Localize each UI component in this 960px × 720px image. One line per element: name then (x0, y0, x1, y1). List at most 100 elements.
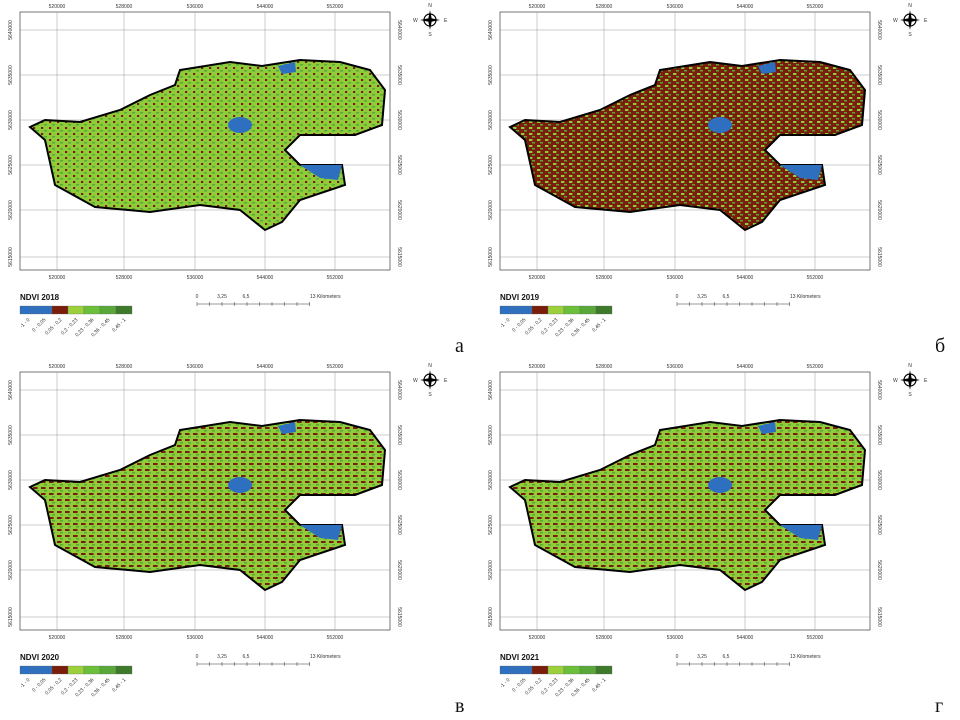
legend-swatch (68, 666, 84, 674)
legend-swatch (68, 306, 84, 314)
y-coord-label: 5615000 (876, 607, 882, 627)
y-coord-label: 5615000 (8, 607, 14, 627)
y-coord-label: 5635000 (488, 425, 494, 445)
y-coord-label: 5630000 (876, 110, 882, 130)
y-coord-label: 5625000 (488, 155, 494, 175)
north-label: N (908, 3, 912, 9)
y-coord-label: 5615000 (488, 607, 494, 627)
legend-swatch (116, 666, 132, 674)
legend-swatch (532, 306, 548, 314)
y-coord-label: 5635000 (396, 425, 402, 445)
legend-swatch (100, 306, 116, 314)
x-coord-label: 536000 (667, 635, 684, 641)
x-coord-label: 536000 (187, 635, 204, 641)
y-coord-label: 5620000 (8, 560, 14, 580)
panel-letter: г (935, 695, 943, 717)
legend-swatch (564, 666, 580, 674)
x-coord-label: 536000 (667, 364, 684, 370)
y-coord-label: 5630000 (8, 470, 14, 490)
x-coord-label: 552000 (327, 275, 344, 281)
x-coord-label: 552000 (807, 635, 824, 641)
legend-swatch (596, 306, 612, 314)
x-coord-label: 520000 (49, 4, 66, 10)
y-coord-label: 5615000 (8, 247, 14, 267)
y-coord-label: 5620000 (876, 560, 882, 580)
scale-label: 0 (676, 654, 679, 660)
legend-label: 0,45 - 1 (591, 317, 607, 333)
y-coord-label: 5620000 (488, 560, 494, 580)
scale-label: 13 Kilometers (310, 654, 341, 660)
y-coord-label: 5625000 (876, 515, 882, 535)
x-coord-label: 520000 (529, 635, 546, 641)
north-label: S (428, 32, 432, 38)
legend-label: -1 - 0 (19, 677, 32, 690)
x-coord-label: 544000 (737, 275, 754, 281)
scale-label: 13 Kilometers (310, 294, 341, 300)
x-coord-label: 528000 (596, 4, 613, 10)
x-coord-label: 520000 (49, 364, 66, 370)
panel-title: NDVI 2018 (20, 293, 60, 302)
panel-title: NDVI 2019 (500, 293, 540, 302)
legend-swatch (532, 666, 548, 674)
legend-label: 0,45 - 1 (591, 677, 607, 693)
map-panel: 5200005200005280005280005360005360005440… (480, 360, 960, 720)
figure: 520000 520000 528000 528000 536000 536000 5440… (0, 0, 960, 720)
y-coord-label: 5640000 (876, 380, 882, 400)
north-label: E (924, 18, 928, 24)
scale-label: 6,5 (723, 294, 730, 300)
legend-label: 0,45 - 1 (111, 677, 127, 693)
scale-label: 0 (196, 654, 199, 660)
scale-label: 13 Kilometers (790, 294, 821, 300)
lake (708, 117, 732, 133)
north-label: S (908, 392, 912, 398)
north-label: N (428, 363, 432, 369)
y-coord-label: 5620000 (396, 560, 402, 580)
north-label: W (413, 18, 418, 24)
scale-label: 3,25 (697, 294, 707, 300)
y-coord-label: 5630000 (876, 470, 882, 490)
x-coord-label: 528000 (596, 635, 613, 641)
panel-letter: а (455, 335, 464, 357)
x-coord-label: 552000 (327, 4, 344, 10)
map-panel: 5200005200005280005280005360005360005440… (0, 360, 480, 720)
y-coord-label: 5625000 (876, 155, 882, 175)
x-coord-label: 520000 (49, 635, 66, 641)
y-coord-label: 5635000 (396, 65, 402, 85)
y-coord-label: 5635000 (876, 65, 882, 85)
x-coord-label: 520000 (529, 275, 546, 281)
legend-swatch (84, 306, 100, 314)
legend-swatch (36, 666, 52, 674)
scale-label: 6,5 (723, 654, 730, 660)
y-coord-label: 5640000 (8, 20, 14, 40)
y-coord-label: 5620000 (396, 200, 402, 220)
north-label: E (444, 18, 448, 24)
y-coord-label: 5630000 (8, 110, 14, 130)
map-panel: 5200005200005280005280005360005360005440… (480, 0, 960, 360)
legend-swatch (20, 306, 36, 314)
legend-swatch (516, 306, 532, 314)
legend-swatch (500, 666, 516, 674)
x-coord-label: 544000 (257, 635, 274, 641)
y-coord-label: 5635000 (876, 425, 882, 445)
north-label: N (428, 3, 432, 9)
legend-label: -1 - 0 (499, 677, 512, 690)
y-coord-label: 5635000 (8, 425, 14, 445)
legend-swatch (100, 666, 116, 674)
legend-swatch (52, 306, 68, 314)
x-coord-label: 536000 (187, 4, 204, 10)
legend-swatch (36, 306, 52, 314)
y-coord-label: 5615000 (396, 607, 402, 627)
y-coord-label: 5620000 (8, 200, 14, 220)
panel-title: NDVI 2021 (500, 653, 540, 662)
legend-swatch (20, 666, 36, 674)
y-coord-label: 5630000 (488, 470, 494, 490)
legend-swatch (580, 666, 596, 674)
legend-label: 0,45 - 1 (111, 317, 127, 333)
legend-label: -1 - 0 (19, 317, 32, 330)
north-label: E (924, 378, 928, 384)
north-arrow (900, 370, 920, 390)
scale-label: 6,5 (243, 294, 250, 300)
y-coord-label: 5615000 (488, 247, 494, 267)
legend-swatch (52, 666, 68, 674)
y-coord-label: 5640000 (8, 380, 14, 400)
